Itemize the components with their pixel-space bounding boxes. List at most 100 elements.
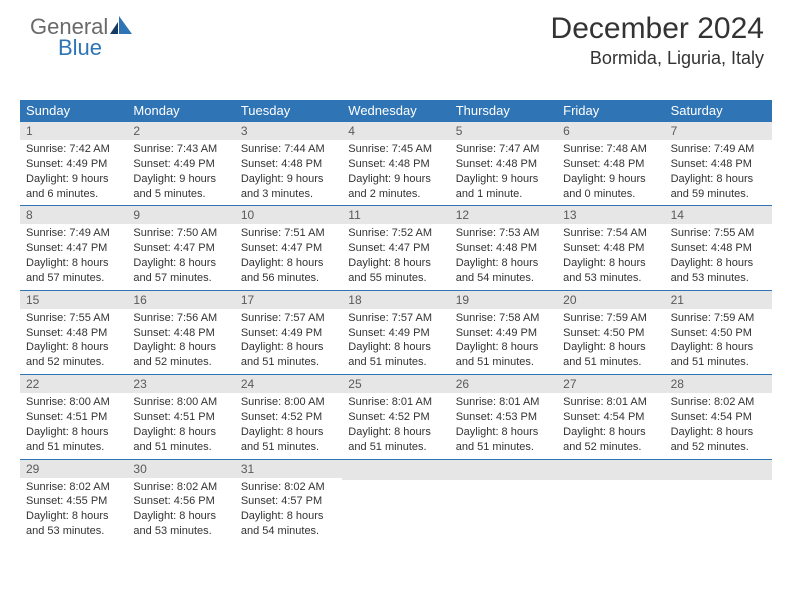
sunset-text: Sunset: 4:51 PM bbox=[26, 410, 121, 425]
daylight-text: Daylight: 8 hours and 51 minutes. bbox=[348, 340, 443, 370]
day-info: Sunrise: 8:02 AMSunset: 4:57 PMDaylight:… bbox=[235, 478, 342, 539]
calendar-cell: 25Sunrise: 8:01 AMSunset: 4:52 PMDayligh… bbox=[342, 375, 449, 458]
calendar-cell: 13Sunrise: 7:54 AMSunset: 4:48 PMDayligh… bbox=[557, 206, 664, 289]
day-number: 17 bbox=[235, 291, 342, 309]
sunset-text: Sunset: 4:48 PM bbox=[348, 157, 443, 172]
sunset-text: Sunset: 4:48 PM bbox=[563, 157, 658, 172]
calendar-cell: 15Sunrise: 7:55 AMSunset: 4:48 PMDayligh… bbox=[20, 291, 127, 374]
day-info: Sunrise: 7:48 AMSunset: 4:48 PMDaylight:… bbox=[557, 140, 664, 201]
day-number: 19 bbox=[450, 291, 557, 309]
sunrise-text: Sunrise: 7:59 AM bbox=[563, 311, 658, 326]
day-number: 21 bbox=[665, 291, 772, 309]
calendar-cell: 19Sunrise: 7:58 AMSunset: 4:49 PMDayligh… bbox=[450, 291, 557, 374]
day-number bbox=[342, 460, 449, 480]
sunset-text: Sunset: 4:47 PM bbox=[26, 241, 121, 256]
calendar-cell: 28Sunrise: 8:02 AMSunset: 4:54 PMDayligh… bbox=[665, 375, 772, 458]
daylight-text: Daylight: 8 hours and 53 minutes. bbox=[563, 256, 658, 286]
week-row: 22Sunrise: 8:00 AMSunset: 4:51 PMDayligh… bbox=[20, 375, 772, 459]
sunrise-text: Sunrise: 8:02 AM bbox=[133, 480, 228, 495]
weekday-header: Friday bbox=[557, 100, 664, 122]
sunrise-text: Sunrise: 7:47 AM bbox=[456, 142, 551, 157]
sunset-text: Sunset: 4:47 PM bbox=[241, 241, 336, 256]
weekday-header-row: Sunday Monday Tuesday Wednesday Thursday… bbox=[20, 100, 772, 122]
sunrise-text: Sunrise: 8:00 AM bbox=[241, 395, 336, 410]
day-number: 11 bbox=[342, 206, 449, 224]
calendar-cell: 27Sunrise: 8:01 AMSunset: 4:54 PMDayligh… bbox=[557, 375, 664, 458]
day-number: 9 bbox=[127, 206, 234, 224]
day-info: Sunrise: 7:55 AMSunset: 4:48 PMDaylight:… bbox=[20, 309, 127, 370]
sunset-text: Sunset: 4:48 PM bbox=[456, 157, 551, 172]
sunrise-text: Sunrise: 8:00 AM bbox=[26, 395, 121, 410]
sunrise-text: Sunrise: 7:45 AM bbox=[348, 142, 443, 157]
week-row: 8Sunrise: 7:49 AMSunset: 4:47 PMDaylight… bbox=[20, 206, 772, 290]
day-number: 22 bbox=[20, 375, 127, 393]
sunset-text: Sunset: 4:48 PM bbox=[456, 241, 551, 256]
day-number: 5 bbox=[450, 122, 557, 140]
weekday-header: Saturday bbox=[665, 100, 772, 122]
day-info: Sunrise: 8:02 AMSunset: 4:55 PMDaylight:… bbox=[20, 478, 127, 539]
calendar-cell: 31Sunrise: 8:02 AMSunset: 4:57 PMDayligh… bbox=[235, 460, 342, 543]
sunset-text: Sunset: 4:49 PM bbox=[456, 326, 551, 341]
sunrise-text: Sunrise: 8:01 AM bbox=[348, 395, 443, 410]
day-info: Sunrise: 7:57 AMSunset: 4:49 PMDaylight:… bbox=[235, 309, 342, 370]
day-info: Sunrise: 7:54 AMSunset: 4:48 PMDaylight:… bbox=[557, 224, 664, 285]
sunrise-text: Sunrise: 8:01 AM bbox=[563, 395, 658, 410]
logo-text-general: General bbox=[30, 17, 108, 37]
daylight-text: Daylight: 8 hours and 57 minutes. bbox=[133, 256, 228, 286]
daylight-text: Daylight: 8 hours and 51 minutes. bbox=[348, 425, 443, 455]
sunrise-text: Sunrise: 7:53 AM bbox=[456, 226, 551, 241]
day-number: 16 bbox=[127, 291, 234, 309]
week-row: 1Sunrise: 7:42 AMSunset: 4:49 PMDaylight… bbox=[20, 122, 772, 206]
daylight-text: Daylight: 8 hours and 55 minutes. bbox=[348, 256, 443, 286]
day-number: 28 bbox=[665, 375, 772, 393]
sunset-text: Sunset: 4:56 PM bbox=[133, 494, 228, 509]
day-info: Sunrise: 7:50 AMSunset: 4:47 PMDaylight:… bbox=[127, 224, 234, 285]
sunrise-text: Sunrise: 7:57 AM bbox=[241, 311, 336, 326]
daylight-text: Daylight: 8 hours and 53 minutes. bbox=[26, 509, 121, 539]
logo-sail-icon bbox=[110, 16, 132, 37]
sunrise-text: Sunrise: 7:52 AM bbox=[348, 226, 443, 241]
sunrise-text: Sunrise: 8:02 AM bbox=[241, 480, 336, 495]
weekday-header: Thursday bbox=[450, 100, 557, 122]
calendar-cell-empty bbox=[450, 460, 557, 543]
sunset-text: Sunset: 4:57 PM bbox=[241, 494, 336, 509]
day-info: Sunrise: 7:59 AMSunset: 4:50 PMDaylight:… bbox=[665, 309, 772, 370]
day-number bbox=[557, 460, 664, 480]
calendar-cell: 10Sunrise: 7:51 AMSunset: 4:47 PMDayligh… bbox=[235, 206, 342, 289]
sunset-text: Sunset: 4:49 PM bbox=[241, 326, 336, 341]
day-info: Sunrise: 8:02 AMSunset: 4:54 PMDaylight:… bbox=[665, 393, 772, 454]
calendar-cell: 30Sunrise: 8:02 AMSunset: 4:56 PMDayligh… bbox=[127, 460, 234, 543]
logo-text-blue: Blue bbox=[30, 38, 102, 58]
sunrise-text: Sunrise: 8:02 AM bbox=[26, 480, 121, 495]
day-info: Sunrise: 8:01 AMSunset: 4:53 PMDaylight:… bbox=[450, 393, 557, 454]
daylight-text: Daylight: 8 hours and 51 minutes. bbox=[133, 425, 228, 455]
calendar-cell-empty bbox=[665, 460, 772, 543]
calendar-cell: 1Sunrise: 7:42 AMSunset: 4:49 PMDaylight… bbox=[20, 122, 127, 205]
sunset-text: Sunset: 4:47 PM bbox=[348, 241, 443, 256]
sunrise-text: Sunrise: 7:51 AM bbox=[241, 226, 336, 241]
sunset-text: Sunset: 4:49 PM bbox=[348, 326, 443, 341]
day-info: Sunrise: 7:57 AMSunset: 4:49 PMDaylight:… bbox=[342, 309, 449, 370]
week-row: 15Sunrise: 7:55 AMSunset: 4:48 PMDayligh… bbox=[20, 291, 772, 375]
calendar-grid: Sunday Monday Tuesday Wednesday Thursday… bbox=[20, 100, 772, 543]
calendar-cell-empty bbox=[342, 460, 449, 543]
sunrise-text: Sunrise: 7:49 AM bbox=[26, 226, 121, 241]
day-info: Sunrise: 8:01 AMSunset: 4:52 PMDaylight:… bbox=[342, 393, 449, 454]
day-number: 7 bbox=[665, 122, 772, 140]
daylight-text: Daylight: 8 hours and 52 minutes. bbox=[671, 425, 766, 455]
day-number bbox=[665, 460, 772, 480]
daylight-text: Daylight: 8 hours and 51 minutes. bbox=[456, 425, 551, 455]
day-number: 24 bbox=[235, 375, 342, 393]
calendar-cell: 5Sunrise: 7:47 AMSunset: 4:48 PMDaylight… bbox=[450, 122, 557, 205]
calendar-cell: 26Sunrise: 8:01 AMSunset: 4:53 PMDayligh… bbox=[450, 375, 557, 458]
calendar-cell: 3Sunrise: 7:44 AMSunset: 4:48 PMDaylight… bbox=[235, 122, 342, 205]
daylight-text: Daylight: 8 hours and 54 minutes. bbox=[241, 509, 336, 539]
page-title: December 2024 bbox=[551, 12, 764, 46]
sunrise-text: Sunrise: 7:55 AM bbox=[26, 311, 121, 326]
sunrise-text: Sunrise: 7:59 AM bbox=[671, 311, 766, 326]
calendar-cell: 17Sunrise: 7:57 AMSunset: 4:49 PMDayligh… bbox=[235, 291, 342, 374]
daylight-text: Daylight: 8 hours and 53 minutes. bbox=[671, 256, 766, 286]
sunset-text: Sunset: 4:54 PM bbox=[563, 410, 658, 425]
calendar-cell: 16Sunrise: 7:56 AMSunset: 4:48 PMDayligh… bbox=[127, 291, 234, 374]
sunrise-text: Sunrise: 8:02 AM bbox=[671, 395, 766, 410]
